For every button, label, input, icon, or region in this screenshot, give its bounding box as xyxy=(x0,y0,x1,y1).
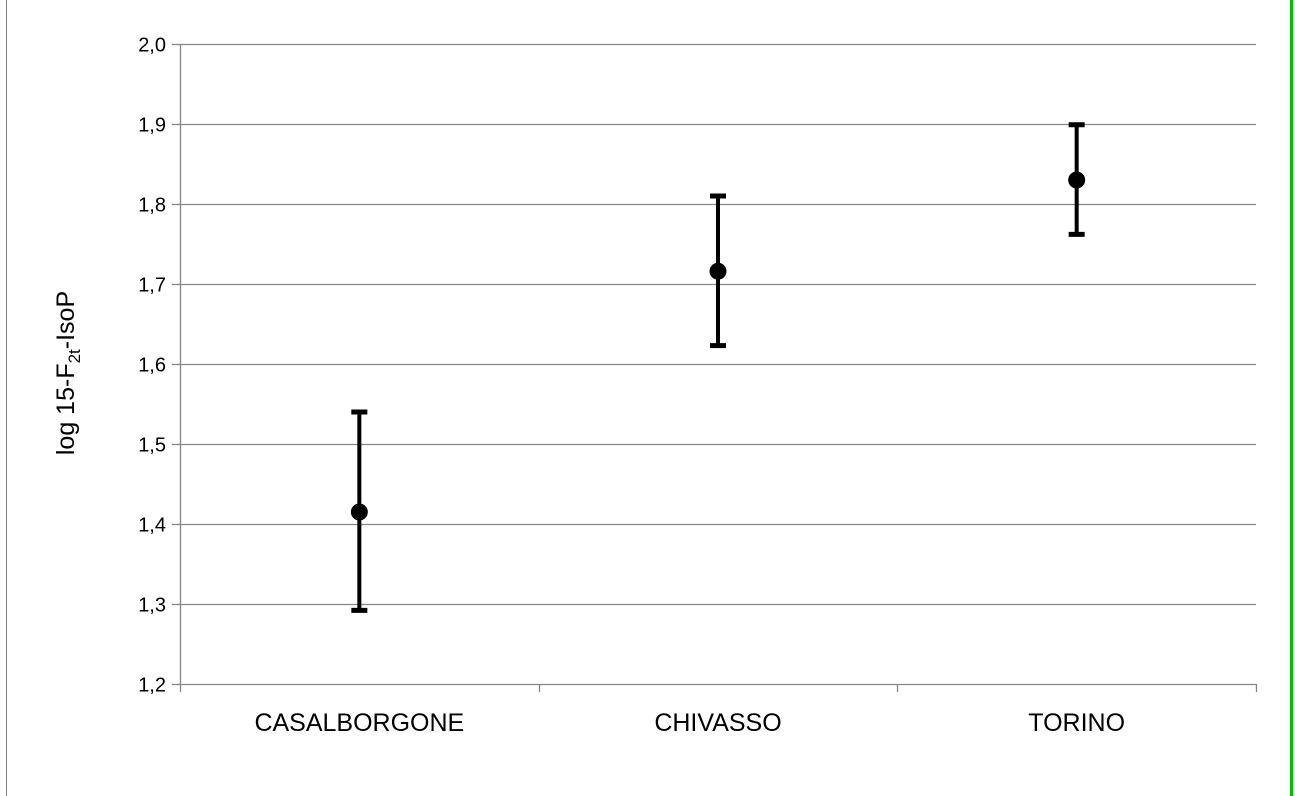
y-tick-label: 1,8 xyxy=(138,195,166,217)
x-tick-label: CHIVASSO xyxy=(654,709,781,737)
y-axis-label-subscript: 2t xyxy=(65,349,84,363)
x-tick-labels: CASALBORGONE CHIVASSO TORINO xyxy=(254,709,1125,737)
data-points xyxy=(350,122,1086,613)
y-tick-label: 1,6 xyxy=(138,355,166,377)
y-tick-label: 1,9 xyxy=(138,115,166,137)
y-tick-label: 1,5 xyxy=(138,435,166,457)
y-axis-label: log 15-F2t-IsoP xyxy=(52,291,84,455)
x-tick-label: TORINO xyxy=(1028,709,1125,737)
y-tick-label: 1,2 xyxy=(138,675,166,697)
data-point xyxy=(350,503,368,521)
chart-border xyxy=(6,0,1291,796)
x-tick-label: CASALBORGONE xyxy=(254,709,464,737)
axes xyxy=(172,43,1258,692)
data-point xyxy=(709,262,727,280)
y-tick-label: 2,0 xyxy=(138,35,166,57)
y-tick-label: 1,3 xyxy=(138,595,166,617)
y-tick-label: 1,7 xyxy=(138,275,166,297)
y-tick-labels: 1,2 1,3 1,4 1,5 1,6 1,7 1,8 1,9 2,0 xyxy=(138,35,166,697)
y-tick-label: 1,4 xyxy=(138,515,166,537)
data-point xyxy=(1068,171,1086,189)
